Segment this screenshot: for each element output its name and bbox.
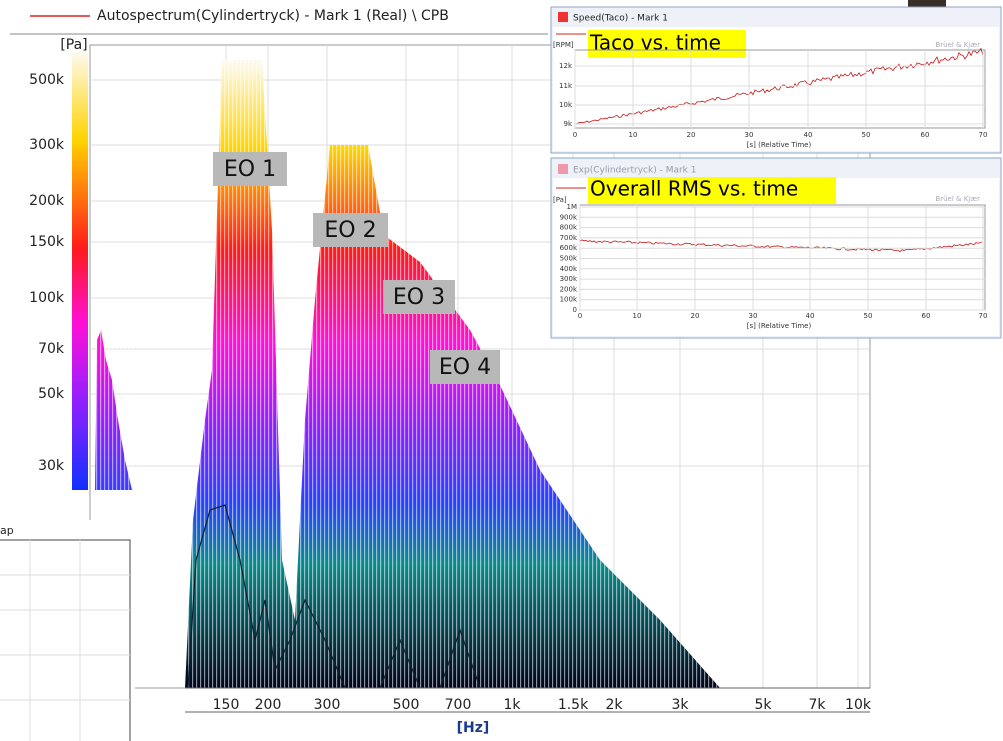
- x-tick-label: 500: [393, 697, 420, 713]
- annotation: EO 1: [224, 157, 276, 182]
- y-tick-label: 70k: [38, 341, 65, 357]
- window-icon: [558, 164, 568, 174]
- x-tick-label: 3k: [671, 697, 689, 713]
- x-unit: [Hz]: [457, 720, 490, 736]
- y-tick-label: 10k: [559, 101, 573, 109]
- overlay-label: Taco vs. time: [589, 31, 721, 55]
- overlay-label: Overall RMS vs. time: [590, 177, 798, 201]
- y-tick-label: 900k: [560, 213, 578, 221]
- y-tick-label: 500k: [29, 72, 65, 88]
- y-tick-label: 700k: [560, 234, 578, 242]
- x-tick-label: 7k: [808, 697, 826, 713]
- x-tick-label: 40: [806, 312, 815, 320]
- x-tick-label: 10k: [845, 697, 872, 713]
- y-tick-label: 9k: [563, 120, 572, 128]
- annotation-box: [383, 280, 455, 314]
- x-tick-label: 50: [862, 131, 871, 139]
- annotation: EO 2: [324, 218, 376, 243]
- x-tick-label: 60: [921, 131, 930, 139]
- x-tick-label: 2k: [605, 697, 623, 713]
- x-tick-label: 30: [749, 312, 758, 320]
- speed-trace: [574, 47, 984, 125]
- y-unit: [Pa]: [60, 37, 87, 53]
- side-window: ap: [0, 520, 135, 741]
- window-title: Speed(Taco) - Mark 1: [573, 14, 668, 24]
- y-tick-label: 600k: [560, 244, 578, 252]
- annotation-box: [213, 152, 287, 186]
- annotation-box: [313, 213, 388, 247]
- y-tick-label: 800k: [560, 224, 578, 232]
- x-tick-label: 10: [633, 312, 642, 320]
- spectrum-texture: [95, 330, 135, 490]
- y-tick-label: 300k: [560, 275, 578, 283]
- x-tick-label: 150: [213, 697, 240, 713]
- x-tick-label: 70: [979, 312, 988, 320]
- y-tick-label: 500k: [560, 255, 578, 263]
- y-tick-label: 11k: [559, 82, 573, 90]
- y-tick-label: 1M: [567, 203, 578, 211]
- spectrum-trace: [187, 504, 481, 689]
- y-tick-label: 400k: [560, 265, 578, 273]
- rms-trace: [579, 239, 983, 253]
- x-tick-label: 60: [922, 312, 931, 320]
- main-plot: Autospectrum(Cylindertryck) - Mark 1 (Re…: [10, 8, 872, 736]
- speed-window: Speed(Taco) - Mark 1 Taco vs. time [RPM]…: [550, 6, 1002, 154]
- x-label: [s] (Relative Time): [747, 322, 812, 330]
- annotation: EO 4: [439, 355, 491, 380]
- y-tick-label: 12k: [559, 62, 573, 70]
- overlay-bg: [588, 30, 746, 58]
- x-tick-label: 20: [691, 312, 700, 320]
- window-title: Exp(Cylindertryck) - Mark 1: [573, 166, 696, 176]
- y-unit: [Pa]: [553, 196, 567, 204]
- x-tick-label: 300: [314, 697, 341, 713]
- y-unit: [RPM]: [553, 41, 574, 49]
- x-tick-label: 70: [979, 131, 988, 139]
- y-tick-label: 200k: [560, 285, 578, 293]
- x-tick-label: 20: [687, 131, 696, 139]
- x-label: [s] (Relative Time): [747, 141, 812, 149]
- y-tick-label: 100k: [560, 296, 578, 304]
- overlay-bg: [588, 177, 836, 204]
- plot-title: Autospectrum(Cylindertryck) - Mark 1 (Re…: [97, 8, 449, 24]
- x-tick-label: 10: [629, 131, 638, 139]
- y-tick-label: 200k: [29, 193, 65, 209]
- y-tick-label: 100k: [29, 290, 65, 306]
- x-tick-label: 700: [445, 697, 472, 713]
- photo-corner: [908, 0, 946, 11]
- y-tick-label: 30k: [38, 458, 65, 474]
- window-plot: [0, 539, 131, 741]
- annotation: EO 3: [393, 285, 445, 310]
- x-tick-label: 0: [578, 312, 582, 320]
- window-icon: [558, 12, 568, 22]
- x-tick-label: 40: [804, 131, 813, 139]
- y-tick-label: 0: [573, 306, 577, 314]
- x-tick-label: 5k: [754, 697, 772, 713]
- y-tick-label: 50k: [38, 386, 65, 402]
- x-tick-label: 30: [745, 131, 754, 139]
- x-tick-label: 1k: [503, 697, 521, 713]
- brand: Brüel & Kjær: [935, 195, 980, 203]
- annotation-box: [430, 350, 500, 384]
- brand: Brüel & Kjær: [935, 41, 980, 49]
- y-tick-label: 300k: [29, 137, 65, 153]
- x-tick-label: 1.5k: [558, 697, 589, 713]
- x-tick-label: 0: [573, 131, 577, 139]
- window-title: ap: [0, 524, 14, 537]
- x-tick-label: 200: [255, 697, 282, 713]
- x-tick-label: 50: [864, 312, 873, 320]
- color-bar: [72, 52, 88, 490]
- rms-window: Exp(Cylindertryck) - Mark 1 Overall RMS …: [550, 157, 1002, 339]
- y-tick-label: 150k: [29, 234, 65, 250]
